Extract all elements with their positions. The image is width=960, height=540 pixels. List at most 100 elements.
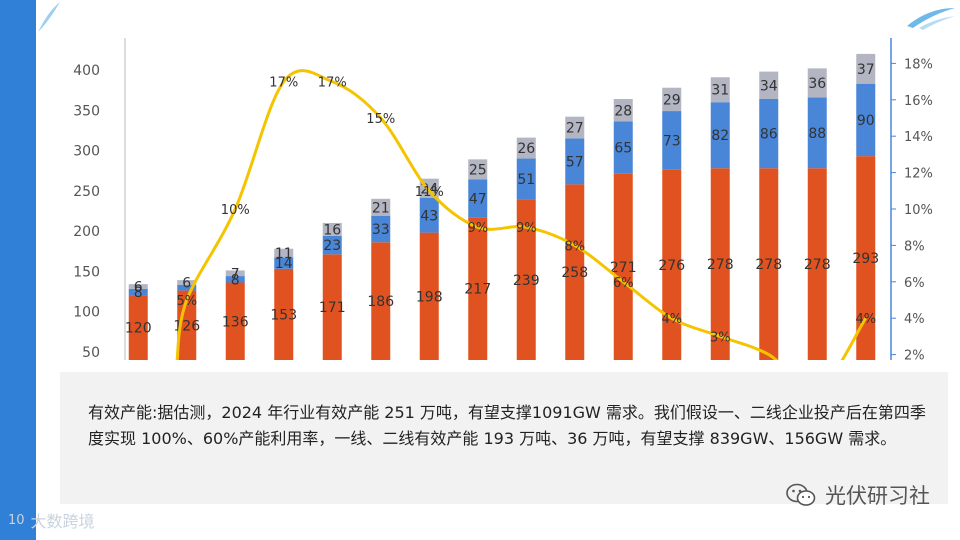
side-accent-bar (0, 0, 36, 540)
bar-segment-3 (225, 270, 245, 277)
line-data-label: 9% (516, 221, 537, 236)
bar-label-series-3: 7 (231, 266, 240, 282)
bar-label-series-1: 293 (852, 251, 879, 267)
bar-label-series-3: 21 (372, 200, 390, 216)
bar-segment-1 (468, 217, 488, 360)
top-right-swoosh (907, 8, 955, 30)
bar-label-series-3: 6 (134, 280, 143, 296)
line-data-label: 9% (467, 221, 488, 236)
line-data-label: 17% (318, 76, 347, 91)
bar-segment-2 (516, 158, 536, 200)
bar-segment-3 (759, 71, 779, 99)
bar-segment-2 (371, 215, 391, 243)
bar-segment-1 (565, 184, 585, 360)
bar-label-series-2: 23 (323, 238, 341, 254)
bar-segment-1 (759, 168, 779, 360)
bar-segment-2 (322, 235, 342, 255)
bar-segment-2 (177, 284, 197, 291)
bar-label-series-3: 11 (275, 246, 293, 262)
bar-label-series-3: 29 (663, 92, 681, 108)
bar-label-series-2: 65 (614, 141, 632, 157)
bar-label-series-1: 271 (610, 260, 637, 276)
bar-label-series-3: 27 (566, 121, 584, 137)
bar-segment-1 (662, 169, 682, 360)
bar-label-series-3: 28 (614, 103, 632, 119)
bar-label-series-2: 86 (760, 127, 778, 143)
left-axis-tick-label: 250 (73, 184, 100, 200)
bar-label-series-1: 258 (561, 265, 588, 281)
bar-label-series-3: 34 (760, 78, 778, 94)
bar-segment-3 (128, 284, 148, 289)
footer-logo-text: 大数跨境 (30, 512, 95, 531)
capacity-chart: 50 100 150 200 250 300 350 400 2% 4% 6% 8% 10% 12% 14%… (73, 38, 933, 360)
bar-segment-2 (468, 179, 488, 218)
bar-label-series-2: 8 (231, 272, 240, 288)
top-left-swoosh (38, 2, 60, 32)
bar-segment-2 (856, 83, 876, 157)
bar-segment-2 (759, 98, 779, 169)
bar-segment-1 (177, 290, 197, 360)
right-axis-tick-label: 12% (904, 167, 933, 182)
bar-label-series-1: 276 (658, 258, 685, 274)
bar-segment-1 (613, 173, 633, 360)
bar-segment-3 (322, 222, 342, 236)
left-axis-tick-label: 100 (73, 305, 100, 321)
bar-segment-3 (516, 137, 536, 159)
bar-label-series-2: 14 (275, 256, 293, 272)
line-data-label: 15% (366, 112, 395, 127)
bar-label-series-3: 37 (857, 62, 875, 78)
brand-mark: 光伏研习社 (785, 480, 930, 510)
bar-segment-1 (710, 168, 730, 360)
bar-label-series-3: 26 (517, 141, 535, 157)
bar-label-series-2: 8 (134, 285, 143, 301)
bar-label-series-1: 171 (319, 300, 346, 316)
bar-label-series-3: 36 (808, 76, 826, 92)
bar-segment-2 (419, 197, 439, 233)
left-axis-tick-label: 150 (73, 264, 100, 280)
bar-label-series-1: 186 (367, 294, 394, 310)
left-axis-tick-label: 350 (73, 103, 100, 119)
growth-rate-line (175, 69, 868, 360)
bar-segment-2 (710, 102, 730, 169)
bar-segment-2 (613, 121, 633, 174)
bar-segment-1 (322, 254, 342, 360)
bar-label-series-2: 57 (566, 154, 584, 170)
bar-segment-3 (807, 68, 827, 98)
caption-text: 有效产能:据估测，2024 年行业有效产能 251 万吨，有望支撑1091GW … (88, 403, 926, 448)
bar-segment-1 (128, 295, 148, 360)
bar-label-series-3: 31 (711, 83, 729, 99)
bar-label-series-1: 278 (804, 257, 831, 273)
right-axis-tick-label: 4% (904, 312, 925, 327)
bar-segment-3 (468, 159, 488, 180)
bar-segment-1 (419, 232, 439, 360)
footer-logo-mark: 10 (8, 512, 25, 528)
bar-label-series-1: 153 (270, 307, 297, 323)
brand-name: 光伏研习社 (825, 484, 930, 508)
right-axis-tick-label: 14% (904, 130, 933, 145)
bar-segment-3 (662, 87, 682, 112)
bar-label-series-2: 82 (711, 128, 729, 144)
right-axis-tick-label: 10% (904, 203, 933, 218)
line-data-label: 5% (176, 294, 197, 309)
right-axis-tick-label: 16% (904, 94, 933, 109)
bar-segment-3 (177, 280, 197, 285)
bar-label-series-1: 198 (416, 289, 443, 305)
bar-segment-2 (274, 257, 294, 269)
bar-label-series-1: 217 (464, 282, 491, 298)
line-data-label: 17% (269, 76, 298, 91)
bar-segment-1 (225, 282, 245, 360)
line-data-label: 3% (710, 330, 731, 345)
bar-label-series-3: 6 (182, 276, 191, 292)
right-axis-tick-label: 2% (904, 349, 925, 360)
bar-label-series-1: 126 (173, 318, 200, 334)
bar-segment-1 (371, 242, 391, 360)
left-axis-tick-label: 200 (73, 224, 100, 240)
bar-label-series-2: 43 (420, 208, 438, 224)
bar-label-series-2: 73 (663, 133, 681, 149)
line-data-label: 4% (661, 312, 682, 327)
bar-label-series-2: 88 (808, 126, 826, 142)
bar-segment-2 (225, 276, 245, 283)
bar-label-series-3: 25 (469, 162, 487, 178)
bar-label-series-2: 47 (469, 191, 487, 207)
bar-label-series-1: 278 (707, 257, 734, 273)
